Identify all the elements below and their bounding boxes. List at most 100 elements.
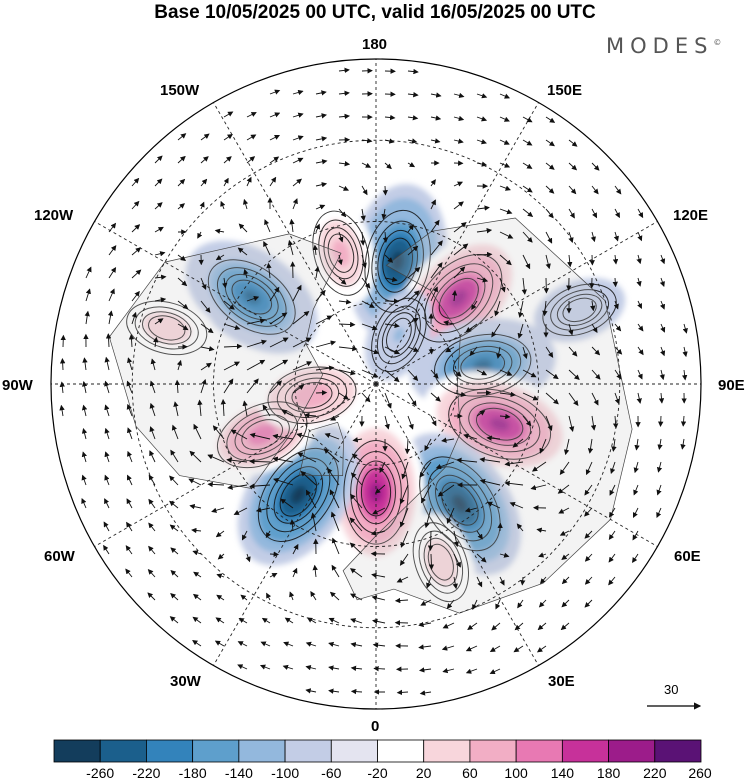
wind-vector bbox=[545, 139, 555, 147]
wind-vector bbox=[407, 392, 417, 407]
wind-vector bbox=[242, 198, 249, 210]
wind-vector bbox=[170, 569, 179, 578]
wind-vector bbox=[590, 415, 597, 431]
wind-vector bbox=[521, 277, 527, 295]
wind-vector bbox=[407, 346, 420, 352]
wind-vector bbox=[312, 244, 319, 256]
height-contour bbox=[323, 227, 359, 280]
lon-label-60e: 60E bbox=[674, 548, 701, 565]
colorbar-swatch bbox=[469, 739, 517, 763]
wind-vector bbox=[545, 346, 554, 358]
wind-vector bbox=[104, 498, 110, 509]
height-contour bbox=[267, 366, 357, 424]
wind-vector bbox=[637, 231, 643, 242]
wind-vector bbox=[637, 369, 643, 380]
wind-vector bbox=[200, 300, 211, 314]
lon-label-120e: 120E bbox=[673, 207, 709, 224]
wind-vector bbox=[545, 162, 555, 170]
wind-vector bbox=[499, 391, 516, 398]
wind-vector bbox=[154, 226, 164, 233]
wind-vector bbox=[149, 426, 156, 440]
wind-vector bbox=[154, 202, 163, 210]
wind-vector bbox=[681, 369, 688, 381]
wind-vector bbox=[453, 201, 464, 210]
wind-vector bbox=[504, 461, 524, 467]
wind-vector bbox=[125, 545, 133, 555]
wind-vector bbox=[177, 155, 186, 164]
wind-vector bbox=[381, 208, 387, 220]
meridian-line bbox=[94, 221, 377, 385]
height-contour bbox=[382, 237, 413, 285]
wind-vector bbox=[384, 138, 395, 144]
wind-vector bbox=[568, 231, 574, 244]
colorbar-swatch bbox=[53, 739, 101, 763]
wind-vector bbox=[430, 219, 440, 233]
wind-vector bbox=[660, 254, 666, 265]
height-contour bbox=[226, 408, 298, 462]
wind-vector bbox=[241, 530, 248, 541]
wind-vector bbox=[312, 564, 318, 578]
wind-vector bbox=[584, 507, 593, 517]
wind-vector bbox=[499, 139, 510, 145]
wind-vector bbox=[400, 530, 409, 548]
coastline bbox=[298, 421, 344, 476]
wind-vector bbox=[407, 317, 419, 325]
wind-vector bbox=[103, 544, 110, 555]
wind-vector bbox=[104, 474, 110, 486]
wind-vector bbox=[223, 323, 241, 331]
wind-vector bbox=[614, 346, 623, 355]
wind-vector bbox=[465, 645, 478, 652]
wind-vector bbox=[361, 300, 375, 308]
wind-vector bbox=[328, 688, 340, 694]
wind-vector bbox=[374, 484, 386, 494]
wind-vector bbox=[292, 157, 304, 164]
wind-vector bbox=[476, 410, 486, 417]
wind-vector bbox=[269, 112, 281, 118]
wind-vector bbox=[82, 357, 88, 371]
wind-vector bbox=[545, 231, 553, 244]
wind-vector bbox=[514, 622, 524, 631]
wind-vector bbox=[561, 576, 570, 585]
wind-vector bbox=[305, 641, 317, 647]
wind-vector bbox=[350, 593, 363, 601]
wind-vector bbox=[522, 116, 533, 123]
wind-vector bbox=[476, 139, 487, 145]
wind-vector bbox=[659, 369, 665, 381]
wind-vector bbox=[384, 415, 390, 430]
wind-vector bbox=[476, 369, 488, 376]
colorbar-tick-label: -180 bbox=[178, 765, 207, 781]
wind-vector bbox=[315, 136, 328, 142]
wind-vector bbox=[585, 461, 593, 476]
wind-vector bbox=[281, 409, 294, 417]
wind-vector bbox=[269, 176, 277, 187]
wind-vector bbox=[407, 245, 419, 256]
wind-vector bbox=[522, 346, 528, 360]
height-contour bbox=[556, 293, 603, 326]
wind-vector bbox=[522, 231, 533, 243]
height-contour bbox=[452, 345, 513, 385]
wind-vector bbox=[372, 642, 386, 648]
wind-vector bbox=[148, 498, 156, 509]
wind-vector bbox=[350, 688, 363, 695]
wind-vector bbox=[479, 457, 501, 463]
wind-vector bbox=[656, 484, 662, 496]
wind-vector bbox=[292, 310, 310, 325]
wind-vector bbox=[561, 599, 570, 608]
height-contour bbox=[234, 414, 290, 456]
wind-vector bbox=[81, 381, 88, 394]
wind-vector bbox=[154, 274, 167, 280]
wind-vector bbox=[220, 398, 227, 417]
meridian-line bbox=[375, 221, 658, 385]
wind-vector bbox=[384, 322, 400, 329]
wind-vector bbox=[453, 553, 461, 568]
wind-vector bbox=[300, 470, 317, 486]
wind-vector bbox=[399, 484, 409, 505]
colorbar-tick-label: 20 bbox=[415, 765, 432, 781]
colorbar bbox=[53, 739, 702, 763]
wind-vector bbox=[609, 484, 616, 496]
wind-vector bbox=[509, 502, 524, 509]
wind-vector bbox=[407, 138, 418, 144]
wind-vector bbox=[272, 433, 294, 440]
wind-vector bbox=[424, 438, 432, 452]
lon-label-60w: 60W bbox=[44, 548, 75, 565]
